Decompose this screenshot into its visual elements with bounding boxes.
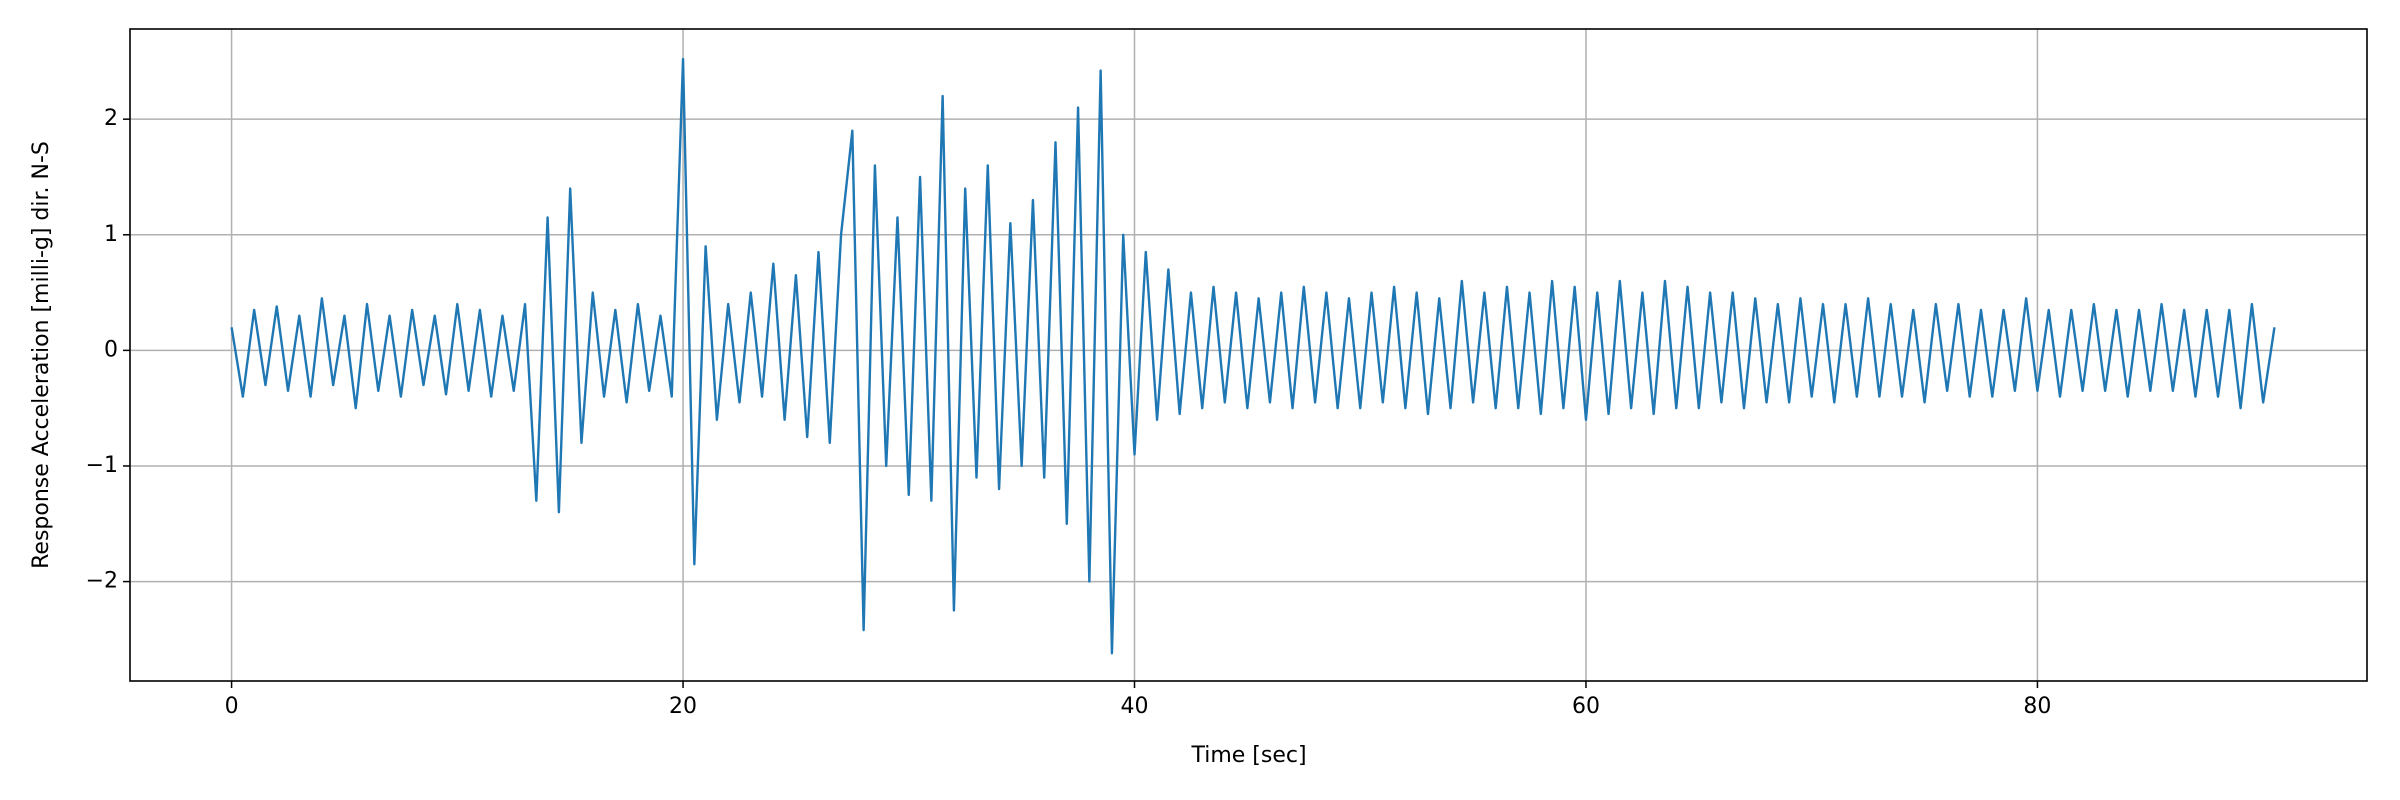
grid — [130, 29, 2367, 681]
signal-line — [230, 57, 2276, 655]
plot-area — [230, 57, 2276, 655]
x-tick-label: 80 — [2023, 694, 2051, 719]
y-tick-label: 0 — [104, 337, 118, 362]
x-tick-label: 0 — [225, 694, 239, 719]
y-tick-label: 2 — [104, 106, 118, 131]
x-tick-label: 60 — [1572, 694, 1600, 719]
x-tick-label: 40 — [1121, 694, 1149, 719]
ticks: 0 20 40 60 80 −2 −1 0 1 2 — [86, 106, 2052, 719]
y-tick-label: 1 — [104, 222, 118, 247]
x-axis-label: Time [sec] — [1190, 743, 1306, 768]
plot-frame — [129, 28, 2368, 682]
x-tick-label: 20 — [669, 694, 697, 719]
y-tick-label: −2 — [86, 569, 118, 594]
y-tick-label: −1 — [86, 453, 118, 478]
y-axis-label: Response Acceleration [milli-g] dir. N-S — [29, 141, 54, 569]
